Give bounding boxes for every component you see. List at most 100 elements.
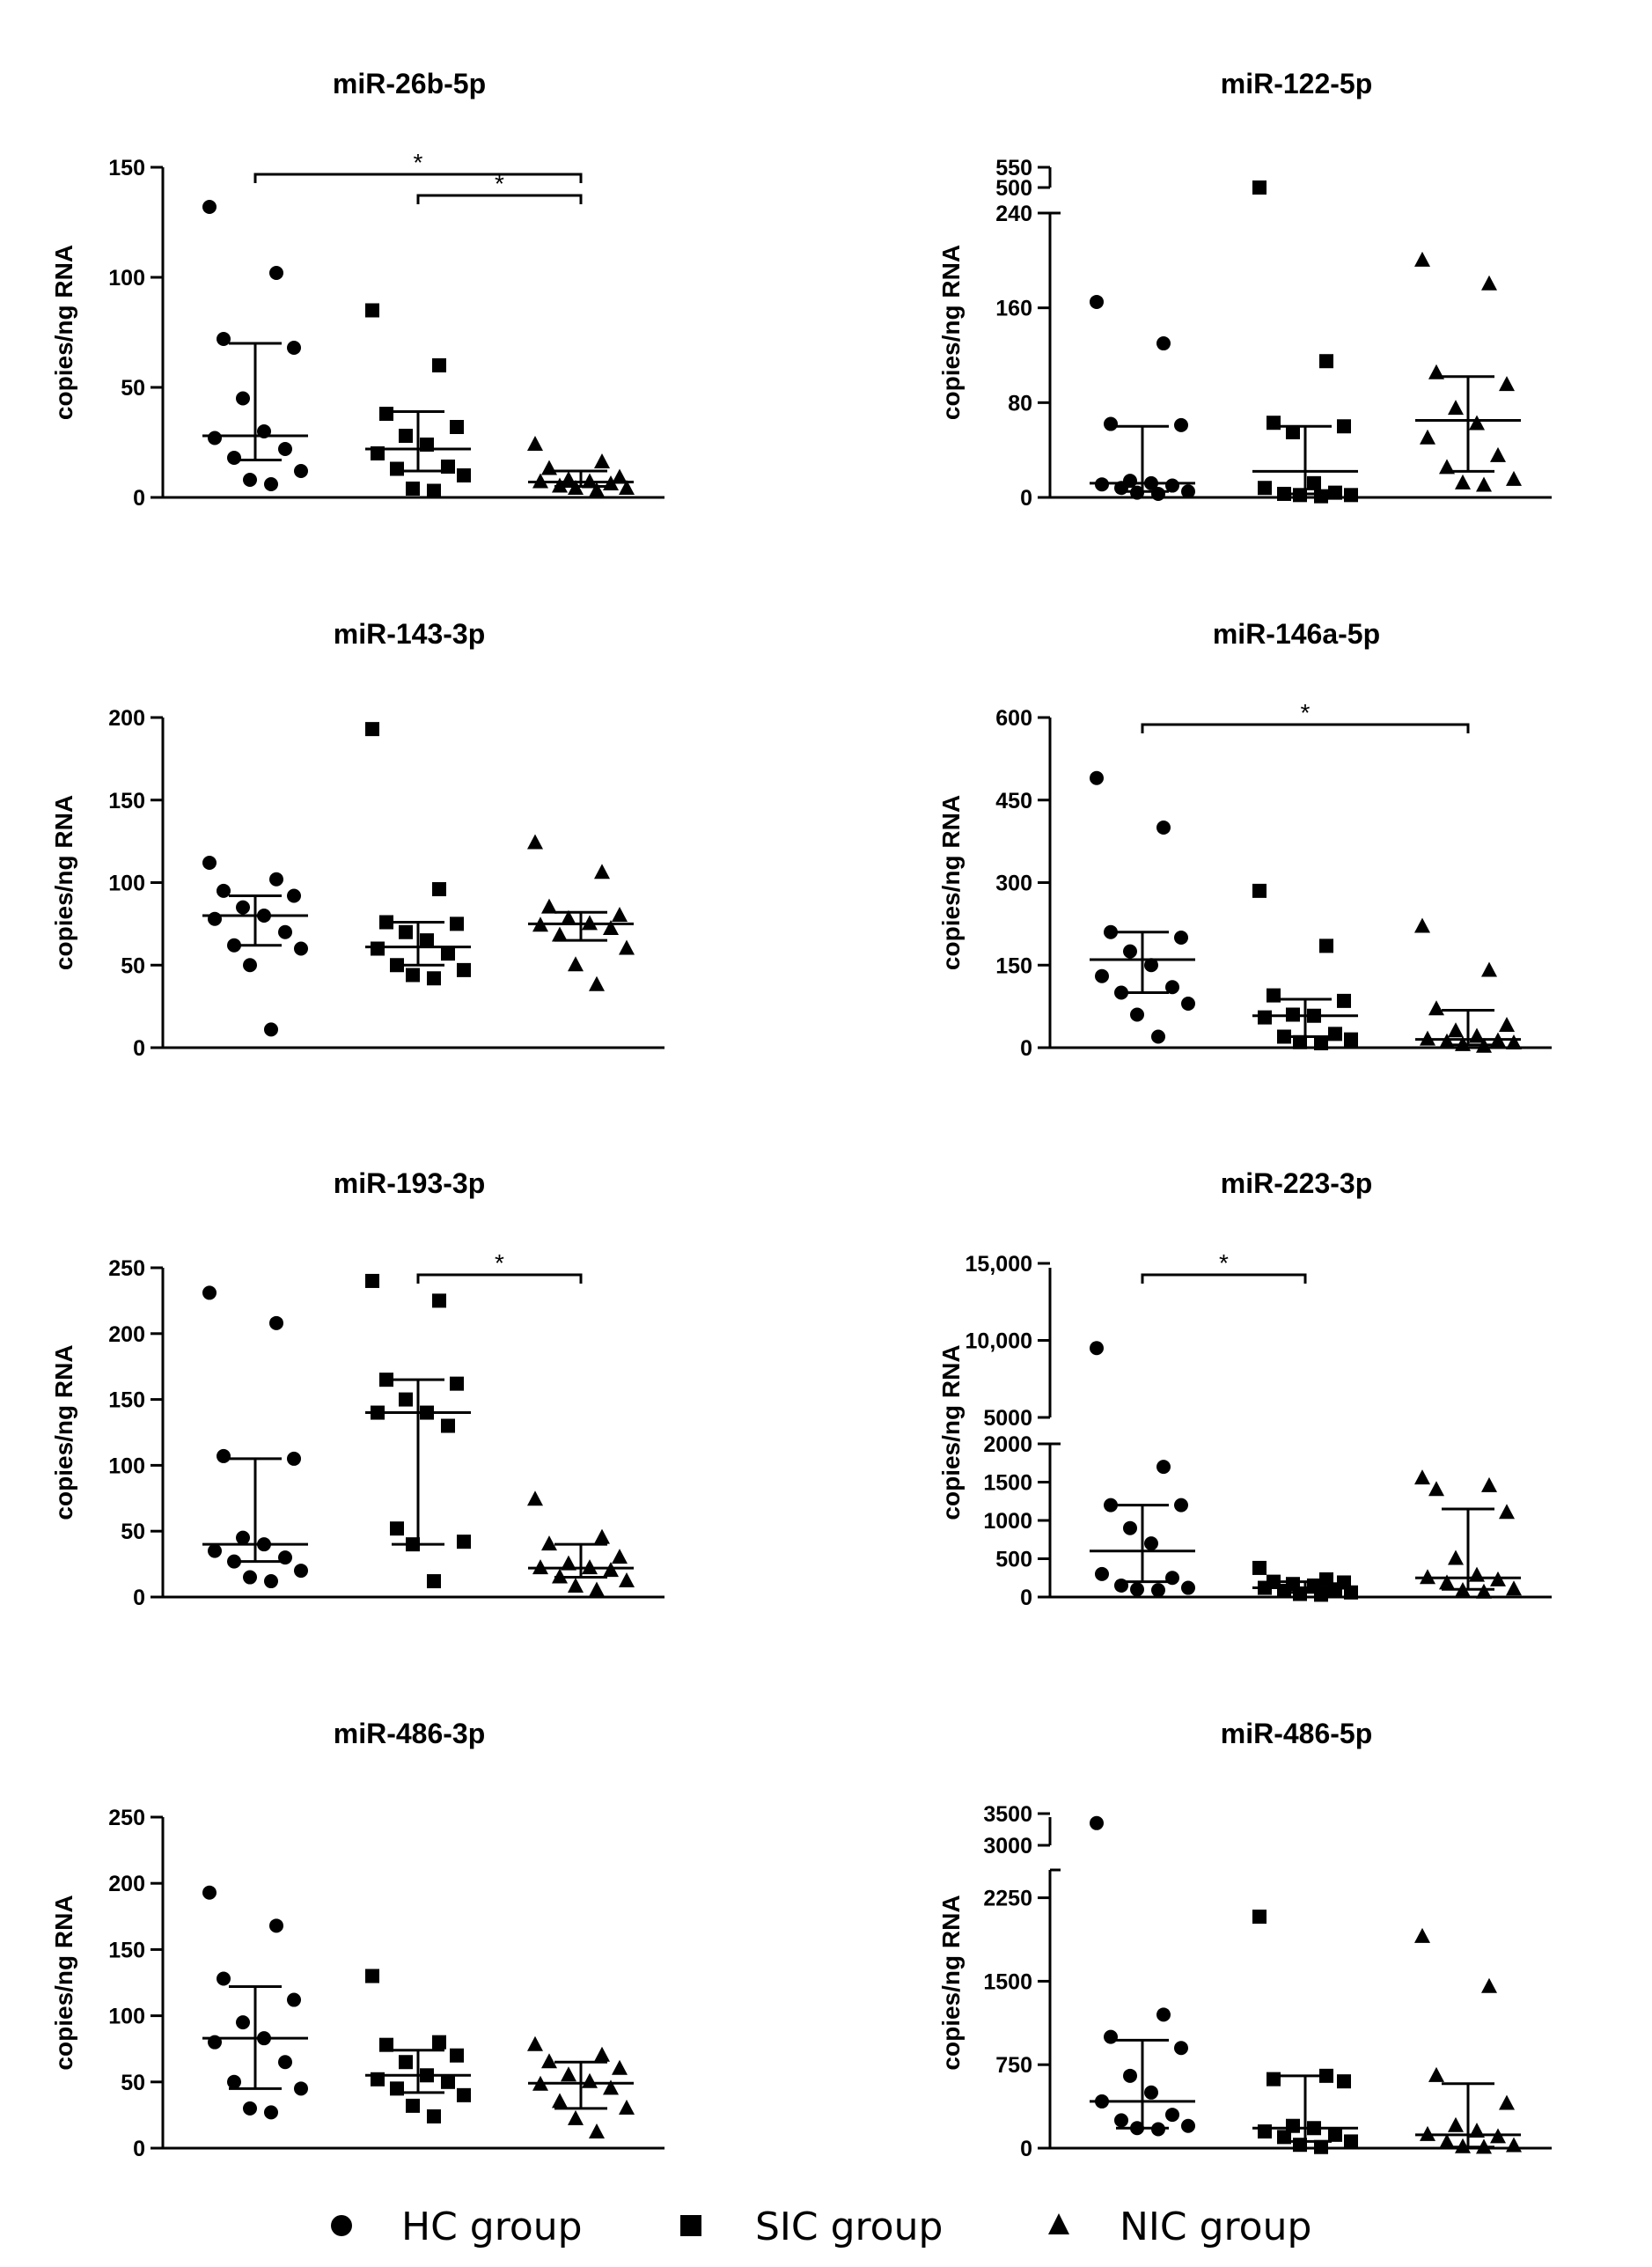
data-point xyxy=(390,461,404,476)
y-tick-label: 300 xyxy=(995,872,1032,896)
data-point xyxy=(264,1574,278,1589)
data-point xyxy=(1144,1536,1158,1551)
data-point xyxy=(257,424,271,438)
data-point xyxy=(1455,474,1471,489)
data-point xyxy=(441,460,455,474)
data-point xyxy=(457,468,471,482)
data-point xyxy=(1314,1587,1328,1602)
data-point xyxy=(1174,1498,1188,1513)
data-point xyxy=(1293,1586,1307,1601)
y-ticks: 0 50 100 150 200 xyxy=(108,706,163,1061)
data-point xyxy=(399,429,413,443)
data-point xyxy=(1258,2124,1272,2139)
data-point xyxy=(1156,2007,1171,2022)
data-point xyxy=(532,1559,548,1575)
data-point xyxy=(603,1562,619,1578)
data-point xyxy=(379,2037,393,2052)
plot-title: miR-223-3p xyxy=(1221,1167,1373,1199)
data-point xyxy=(1293,2138,1307,2153)
data-point xyxy=(1490,2128,1506,2144)
group-hc-group xyxy=(202,856,308,1037)
y-tick-label: 600 xyxy=(995,706,1032,731)
data-point xyxy=(406,482,420,496)
significance-label: * xyxy=(495,1249,504,1277)
data-point xyxy=(371,2072,385,2087)
data-point xyxy=(441,2074,455,2089)
data-point xyxy=(257,1537,271,1552)
y-tick-label: 150 xyxy=(108,1388,145,1413)
data-point xyxy=(217,1448,231,1463)
data-point xyxy=(379,407,393,421)
y-tick-label: 100 xyxy=(108,872,145,896)
data-point xyxy=(1337,993,1351,1008)
data-point xyxy=(582,473,598,489)
data-point xyxy=(1344,488,1358,503)
y-axis-label: copies/ng RNA xyxy=(50,1344,77,1520)
data-point xyxy=(1286,424,1300,439)
data-point xyxy=(1337,2074,1351,2089)
y-tick-label: 0 xyxy=(133,1586,145,1610)
data-point xyxy=(1469,1566,1485,1582)
data-point xyxy=(1420,2125,1435,2141)
y-ticks: 0 50 100 150 200 250 xyxy=(108,1806,163,2161)
significance-bracket: * xyxy=(253,149,583,183)
data-point xyxy=(399,2055,413,2070)
data-point xyxy=(1144,958,1158,973)
plot-mir-143-3p: miR-143-3p copies/ng RNA 0 50 100 150 200 xyxy=(50,618,664,1061)
data-point xyxy=(594,2046,610,2062)
data-point xyxy=(450,916,464,931)
data-point xyxy=(552,477,568,493)
data-point xyxy=(379,1373,393,1387)
data-point xyxy=(1428,2066,1444,2082)
data-point xyxy=(243,958,257,973)
y-tick-label: 150 xyxy=(995,953,1032,978)
data-point xyxy=(1267,988,1281,1003)
data-point xyxy=(1455,2138,1471,2153)
y-tick-label: 3500 xyxy=(983,1802,1032,1827)
data-point xyxy=(432,358,446,372)
y-tick-label: 100 xyxy=(108,1454,145,1478)
data-point xyxy=(365,1273,379,1288)
data-point xyxy=(390,1521,404,1536)
data-point xyxy=(399,1392,413,1407)
group-nic-group xyxy=(527,436,635,497)
y-axis-label: copies/ng RNA xyxy=(937,245,965,420)
data-point xyxy=(278,924,292,939)
data-point xyxy=(1469,2123,1485,2138)
significance-label: * xyxy=(1219,1249,1229,1277)
group-sic-group xyxy=(1252,180,1358,504)
data-point xyxy=(1267,2072,1281,2087)
data-point xyxy=(1439,2133,1455,2149)
data-point xyxy=(208,431,222,445)
y-tick-label: 200 xyxy=(108,1322,145,1347)
data-point xyxy=(294,2081,308,2096)
data-point xyxy=(287,1451,301,1466)
group-nic-group xyxy=(1414,1469,1522,1599)
axis-break-marks xyxy=(1043,1416,1061,1446)
data-point xyxy=(1328,1582,1342,1597)
y-tick-label: 240 xyxy=(995,202,1032,226)
data-point xyxy=(365,1969,379,1984)
data-point xyxy=(1165,478,1179,493)
data-point xyxy=(1428,1000,1444,1016)
data-point xyxy=(1130,485,1144,500)
y-tick-label: 0 xyxy=(133,486,145,511)
y-tick-label: 0 xyxy=(1020,1036,1032,1061)
data-point xyxy=(1130,1582,1144,1597)
data-point xyxy=(202,200,217,214)
data-point xyxy=(1252,883,1267,898)
data-point xyxy=(552,2093,568,2109)
significance-bracket: * xyxy=(416,170,583,204)
y-axis-label: copies/ng RNA xyxy=(937,1895,965,2070)
data-point xyxy=(457,1535,471,1549)
data-point xyxy=(450,2048,464,2063)
data-point xyxy=(612,907,628,922)
data-point xyxy=(427,1574,441,1589)
data-point xyxy=(1174,931,1188,945)
group-hc-group xyxy=(1090,294,1195,501)
y-tick-label: 550 xyxy=(995,156,1032,180)
data-point xyxy=(1469,1027,1485,1043)
data-point xyxy=(264,477,278,491)
y-tick-label: 200 xyxy=(108,706,145,731)
